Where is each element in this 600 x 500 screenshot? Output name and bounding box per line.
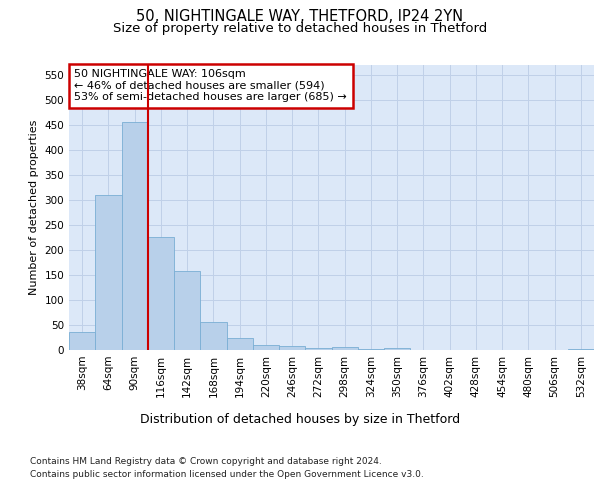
Text: Size of property relative to detached houses in Thetford: Size of property relative to detached ho… — [113, 22, 487, 35]
Bar — [200, 322, 227, 350]
Bar — [384, 348, 410, 350]
Bar — [331, 347, 358, 350]
Bar — [174, 271, 200, 350]
Text: 50, NIGHTINGALE WAY, THETFORD, IP24 2YN: 50, NIGHTINGALE WAY, THETFORD, IP24 2YN — [136, 9, 464, 24]
Text: Contains HM Land Registry data © Crown copyright and database right 2024.: Contains HM Land Registry data © Crown c… — [30, 458, 382, 466]
Bar — [95, 195, 121, 350]
Text: Distribution of detached houses by size in Thetford: Distribution of detached houses by size … — [140, 412, 460, 426]
Bar — [253, 345, 279, 350]
Y-axis label: Number of detached properties: Number of detached properties — [29, 120, 39, 295]
Bar — [121, 122, 148, 350]
Bar — [69, 332, 95, 350]
Bar — [305, 348, 331, 350]
Bar — [148, 237, 174, 350]
Text: Contains public sector information licensed under the Open Government Licence v3: Contains public sector information licen… — [30, 470, 424, 479]
Bar — [568, 348, 594, 350]
Bar — [358, 348, 384, 350]
Bar — [279, 346, 305, 350]
Bar — [227, 338, 253, 350]
Text: 50 NIGHTINGALE WAY: 106sqm
← 46% of detached houses are smaller (594)
53% of sem: 50 NIGHTINGALE WAY: 106sqm ← 46% of deta… — [74, 70, 347, 102]
